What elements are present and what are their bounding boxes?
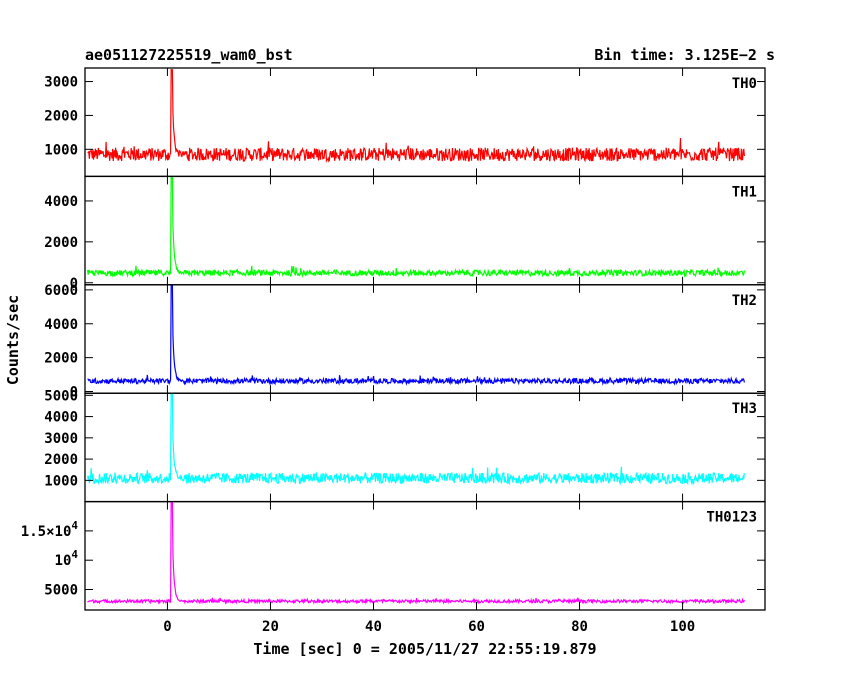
x-axis-label: Time [sec] 0 = 2005/11/27 22:55:19.879 (253, 640, 596, 658)
panel-label-th0123: TH0123 (706, 510, 757, 526)
x-tick-label: 40 (365, 619, 382, 635)
panel-label-th1: TH1 (732, 184, 757, 200)
y-tick-label-th3: 3000 (44, 431, 78, 447)
y-tick-label-th0: 1000 (44, 142, 78, 158)
panel-th0123-frame (84, 500, 766, 611)
series-th0123-line (87, 501, 745, 605)
panel-label-th2: TH2 (732, 293, 757, 309)
y-tick-label-th1: 0 (70, 276, 78, 292)
y-tick-label-th3: 4000 (44, 410, 78, 426)
panel-label-th0: TH0 (732, 76, 757, 92)
y-tick-label-th3: 5000 (44, 388, 78, 404)
panel-th0-frame (84, 67, 766, 178)
y-tick-label-th1: 4000 (44, 194, 78, 210)
y-tick-label-th0123: 104 (55, 548, 79, 569)
series-th0-line (87, 69, 745, 164)
y-tick-label-th2: 0 (70, 385, 78, 401)
y-tick-label-th3: 2000 (44, 452, 78, 468)
x-tick-label: 20 (262, 619, 279, 635)
series-th1-line (86, 175, 745, 278)
y-tick-label-th0: 2000 (44, 108, 78, 124)
x-tick-label: 0 (163, 619, 171, 635)
chart-title-right: Bin time: 3.125E−2 s (594, 46, 775, 64)
x-tick-label: 100 (670, 619, 695, 635)
y-tick-label-th3: 1000 (44, 473, 78, 489)
y-axis-label: Counts/sec (4, 295, 22, 385)
y-tick-label-th2: 6000 (44, 283, 78, 299)
panel-label-th3: TH3 (732, 401, 757, 417)
series-th2-line (87, 284, 745, 386)
series-th3-line (86, 392, 745, 486)
panel-th2-frame (84, 284, 766, 394)
chart-title-left: ae051127225519_wam0_bst (85, 46, 293, 64)
panel-th1-frame (84, 175, 766, 286)
y-tick-label-th2: 4000 (44, 317, 78, 333)
y-tick-label-th0123: 5000 (44, 582, 78, 598)
y-tick-label-th0: 3000 (44, 75, 78, 91)
y-tick-label-th1: 2000 (44, 235, 78, 251)
y-tick-label-th0123: 1.5×104 (21, 519, 79, 540)
x-tick-label: 80 (571, 619, 588, 635)
y-tick-label-th2: 2000 (44, 351, 78, 367)
x-tick-label: 60 (468, 619, 485, 635)
panel-th3-frame (84, 392, 766, 503)
